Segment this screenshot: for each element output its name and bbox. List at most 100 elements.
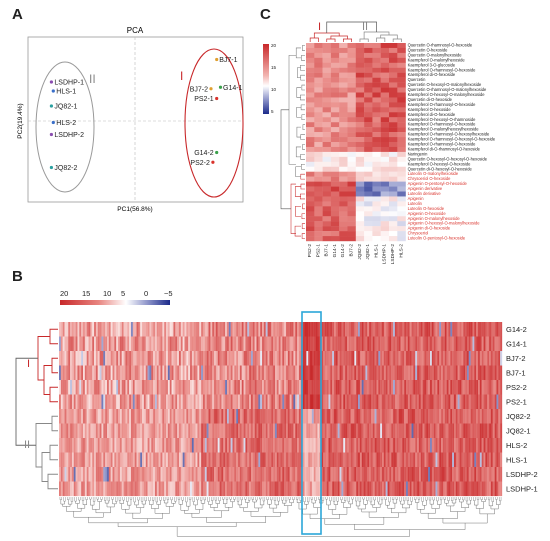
pca-y-label: PC2(19.4%) [17, 103, 24, 138]
heatmap-c-cell [322, 122, 332, 128]
heatmap-b-col-dendrogram-link [377, 497, 380, 503]
heatmap-b-col-dendrogram-link [296, 499, 302, 503]
heatmap-c-cell [322, 127, 332, 133]
heatmap-b-cell [164, 423, 167, 439]
heatmap-b-cell [372, 423, 375, 439]
heatmap-b-cell [380, 481, 383, 497]
heatmap-b-cell [258, 409, 261, 424]
heatmap-b-cell [97, 380, 100, 395]
heatmap-c-cell [397, 117, 406, 123]
heatmap-b-cell [95, 380, 98, 395]
heatmap-b-cell [334, 380, 337, 395]
heatmap-b-cell [79, 467, 82, 482]
heatmap-b-cell [201, 423, 204, 439]
heatmap-c-cell [355, 211, 365, 217]
heatmap-b-cell [358, 322, 361, 337]
heatmap-b-cell [226, 423, 229, 439]
heatmap-b-cell [217, 481, 220, 497]
heatmap-b-cell [332, 322, 335, 337]
heatmap-b-cell [441, 423, 444, 439]
heatmap-b-cell [293, 438, 296, 453]
heatmap-b-cell [348, 351, 351, 366]
heatmap-b-cell [241, 394, 244, 410]
heatmap-b-cell [448, 380, 451, 395]
heatmap-b-cell [343, 351, 346, 366]
heatmap-c-cell [397, 97, 406, 103]
heatmap-b-cell [376, 336, 379, 352]
heatmap-b-cell [186, 380, 189, 395]
heatmap-b-cell [389, 365, 392, 381]
heatmap-c-cell [397, 181, 406, 187]
heatmap-b-cell [304, 380, 307, 395]
heatmap-b-cell [387, 365, 390, 381]
heatmap-b-cell [140, 394, 143, 410]
heatmap-b-cell [90, 481, 93, 497]
heatmap-b-cell [154, 394, 157, 410]
heatmap-b-cell [356, 365, 359, 381]
heatmap-b-cell [201, 467, 204, 482]
heatmap-b-cell [114, 423, 117, 439]
heatmap-b-col-dendrogram-link [117, 522, 237, 527]
heatmap-b-cell [354, 452, 357, 468]
heatmap-b-cell [175, 394, 178, 410]
heatmap-b-cell [250, 336, 253, 352]
heatmap-b-cell [417, 452, 420, 468]
heatmap-b-cell [492, 322, 495, 337]
heatmap-b-cell [383, 365, 386, 381]
heatmap-b-cell [94, 322, 97, 337]
heatmap-b-cell [258, 351, 261, 366]
heatmap-c-cell [330, 57, 340, 63]
heatmap-b-cell [138, 409, 141, 424]
heatmap-b-cell [393, 351, 396, 366]
heatmap-b-cell [461, 394, 464, 410]
heatmap-b-cell [77, 423, 80, 439]
heatmap-b-cell [178, 438, 181, 453]
heatmap-b-cell [164, 351, 167, 366]
heatmap-b-cell [295, 452, 298, 468]
heatmap-b-cell [372, 481, 375, 497]
heatmap-c-cell [330, 47, 340, 54]
heatmap-b-cell [273, 452, 276, 468]
heatmap-c-legend-tick: 15 [271, 65, 277, 70]
heatmap-b-cell [291, 409, 294, 424]
heatmap-b-cell [88, 380, 91, 395]
heatmap-b-cell [380, 467, 383, 482]
heatmap-b-cell [95, 423, 98, 439]
heatmap-b-cell [365, 409, 368, 424]
heatmap-b-cell [129, 452, 132, 468]
heatmap-b-cell [145, 423, 148, 439]
heatmap-b-cell [487, 365, 490, 381]
heatmap-b-cell [215, 365, 218, 381]
heatmap-b-cell [332, 467, 335, 482]
heatmap-b-cell [310, 438, 313, 453]
heatmap-b-cell [254, 380, 257, 395]
heatmap-c-row-label: Quercetin [408, 77, 426, 82]
heatmap-b-cell [59, 322, 61, 337]
heatmap-b-cell [118, 452, 121, 468]
heatmap-b-cell [358, 438, 361, 453]
heatmap-b-cell [348, 409, 351, 424]
heatmap-b-cell [310, 481, 313, 497]
heatmap-b-cell [341, 365, 344, 381]
heatmap-c-group-ii-label: II [362, 21, 368, 33]
heatmap-b-col-dendrogram-link [443, 497, 446, 500]
heatmap-b-cell [62, 438, 65, 453]
heatmap-b-cell [177, 423, 180, 439]
heatmap-b-cell [457, 452, 460, 468]
heatmap-b-cell [175, 336, 178, 352]
heatmap-b-cell [132, 351, 135, 366]
heatmap-b-cell [105, 452, 108, 468]
heatmap-c-cell [322, 156, 332, 162]
heatmap-c-cell [347, 196, 356, 202]
heatmap-b-cell [466, 467, 469, 482]
heatmap-b-cell [287, 351, 290, 366]
heatmap-b-cell [310, 380, 313, 395]
heatmap-b-cell [129, 365, 132, 381]
heatmap-b-cell [254, 365, 257, 381]
heatmap-c-row-label: Kaempferol 3-O-glucoside [408, 62, 456, 67]
heatmap-c-cell [306, 92, 315, 98]
heatmap-b-cell [228, 452, 231, 468]
heatmap-b-cell [121, 423, 124, 439]
heatmap-b-cell [298, 409, 301, 424]
heatmap-b-cell [108, 438, 111, 453]
